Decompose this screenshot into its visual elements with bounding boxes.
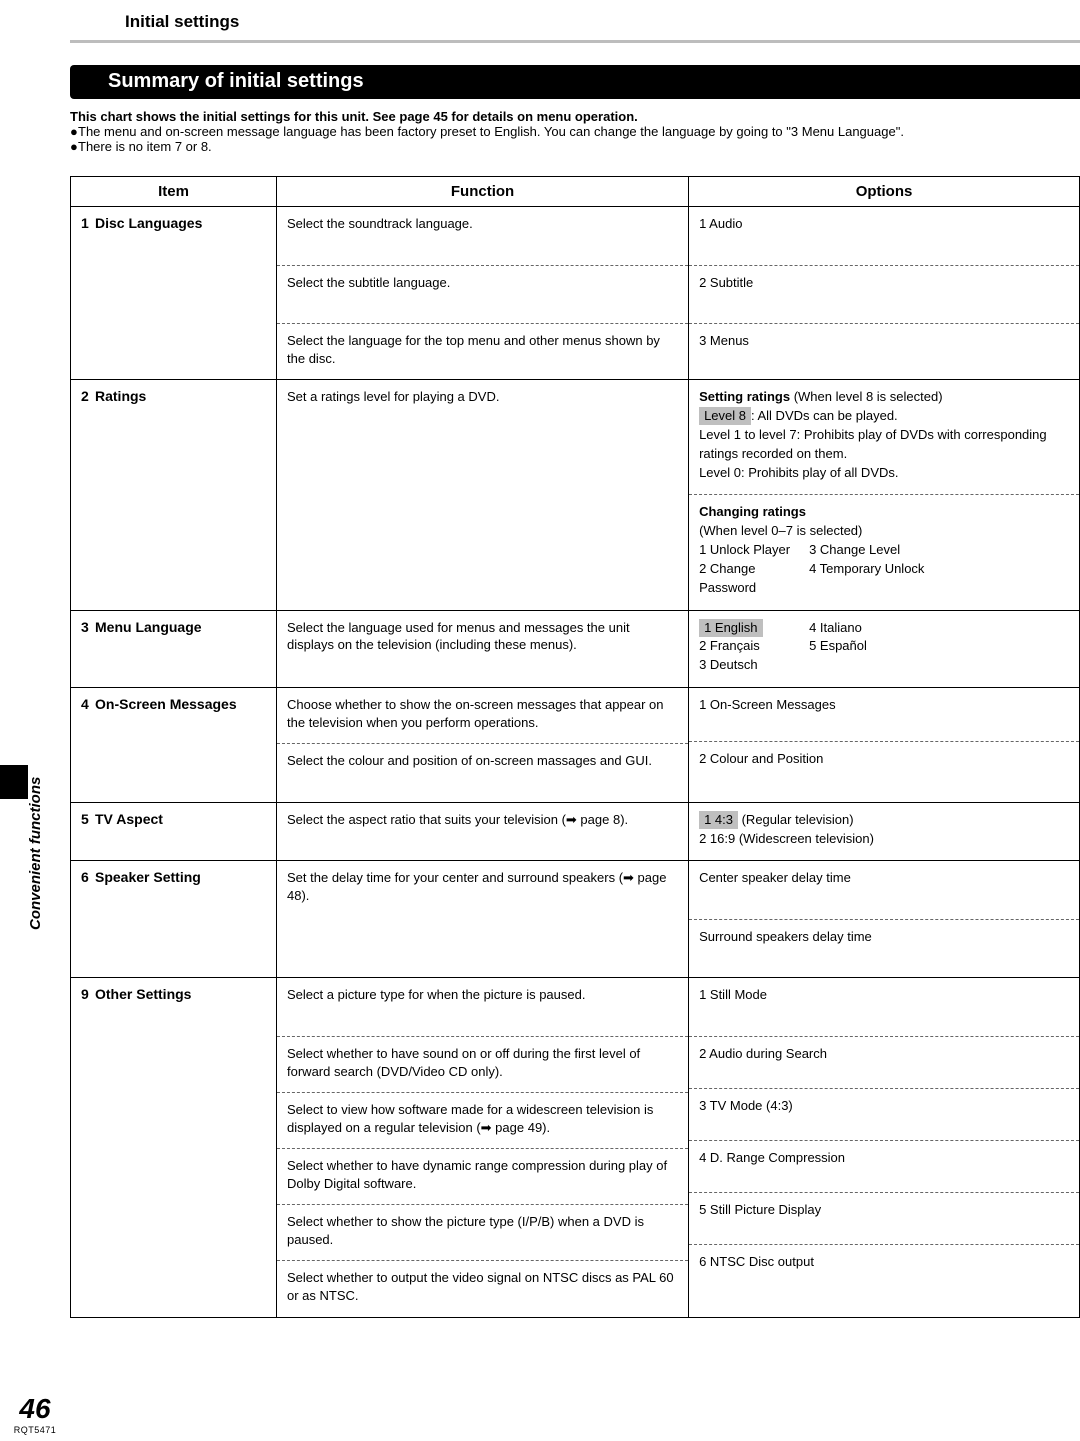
func-cell: Select the language used for menus and m…: [277, 611, 688, 666]
func-cell: Set a ratings level for playing a DVD.: [277, 380, 688, 560]
opt-cell: 1 Audio: [689, 207, 1079, 265]
intro-line2: ●The menu and on-screen message language…: [70, 124, 1080, 139]
opt-cell: 2 Colour and Position: [689, 741, 1079, 800]
func-cell: Select to view how software made for a w…: [277, 1092, 688, 1148]
func-cell: Select the soundtrack language.: [277, 207, 688, 265]
func-cell: Choose whether to show the on-screen mes…: [277, 688, 688, 743]
table-row: 6Speaker Setting Set the delay time for …: [71, 861, 1080, 978]
item-menu-language: 3Menu Language: [71, 611, 276, 643]
opt-cell: 2 Audio during Search: [689, 1036, 1079, 1088]
func-cell: Select the aspect ratio that suits your …: [277, 803, 688, 841]
col-options: Options: [689, 177, 1080, 207]
func-cell: Select the language for the top menu and…: [277, 323, 688, 379]
func-cell: Select a picture type for when the pictu…: [277, 978, 688, 1036]
func-cell: Set the delay time for your center and s…: [277, 861, 688, 977]
func-cell: Select the colour and position of on-scr…: [277, 743, 688, 802]
table-row: 5TV Aspect Select the aspect ratio that …: [71, 802, 1080, 861]
opt-cell: 2 Subtitle: [689, 265, 1079, 324]
side-tab-label: Convenient functions: [27, 777, 44, 930]
section-title: Summary of initial settings: [70, 65, 1080, 99]
opt-cell: Setting ratings (When level 8 is selecte…: [689, 380, 1079, 494]
func-cell: Select whether to output the video signa…: [277, 1260, 688, 1316]
page: Convenient functions 46 RQT5471 Initial …: [0, 0, 1080, 1441]
table-row: 4On-Screen Messages Choose whether to sh…: [71, 688, 1080, 803]
item-ratings: 2Ratings: [71, 380, 276, 412]
opt-cell: 3 TV Mode (4:3): [689, 1088, 1079, 1140]
opt-cell: 6 NTSC Disc output: [689, 1244, 1079, 1283]
func-cell: Select whether to have dynamic range com…: [277, 1148, 688, 1204]
settings-table: Item Function Options 1Disc Languages Se…: [70, 176, 1080, 1318]
page-number-block: 46 RQT5471: [0, 1393, 70, 1435]
item-disc-languages: 1Disc Languages: [71, 207, 276, 239]
func-cell: Select whether to have sound on or off d…: [277, 1036, 688, 1092]
item-on-screen-messages: 4On-Screen Messages: [71, 688, 276, 720]
intro-line1: This chart shows the initial settings fo…: [70, 109, 1080, 124]
opt-cell: 3 Menus: [689, 323, 1079, 362]
opt-cell: 4 D. Range Compression: [689, 1140, 1079, 1192]
opt-cell: 5 Still Picture Display: [689, 1192, 1079, 1244]
opt-cell: 1 4:3 (Regular television) 2 16:9 (Wides…: [689, 803, 1079, 861]
opt-cell: Surround speakers delay time: [689, 919, 1079, 958]
table-row: 9Other Settings Select a picture type fo…: [71, 978, 1080, 1317]
col-item: Item: [71, 177, 277, 207]
page-title: Initial settings: [70, 0, 1080, 43]
intro-text: This chart shows the initial settings fo…: [70, 109, 1080, 154]
table-header-row: Item Function Options: [71, 177, 1080, 207]
opt-cell: 1 On-Screen Messages: [689, 688, 1079, 741]
intro-line3: ●There is no item 7 or 8.: [70, 139, 1080, 154]
table-row: 3Menu Language Select the language used …: [71, 610, 1080, 688]
table-row: 2Ratings Set a ratings level for playing…: [71, 380, 1080, 610]
item-other-settings: 9Other Settings: [71, 978, 276, 1010]
opt-cell: Center speaker delay time: [689, 861, 1079, 919]
func-cell: Select the subtitle language.: [277, 265, 688, 324]
col-function: Function: [277, 177, 689, 207]
item-speaker-setting: 6Speaker Setting: [71, 861, 276, 893]
opt-cell: 1 English4 Italiano 2 Français5 Español …: [689, 611, 1079, 688]
table-row: 1Disc Languages Select the soundtrack la…: [71, 207, 1080, 380]
opt-cell: Changing ratings (When level 0–7 is sele…: [689, 494, 1079, 609]
func-cell: Select whether to show the picture type …: [277, 1204, 688, 1260]
item-tv-aspect: 5TV Aspect: [71, 803, 276, 835]
side-index-mark: [0, 765, 28, 799]
doc-code: RQT5471: [0, 1425, 70, 1435]
page-number: 46: [0, 1393, 70, 1425]
opt-cell: 1 Still Mode: [689, 978, 1079, 1036]
